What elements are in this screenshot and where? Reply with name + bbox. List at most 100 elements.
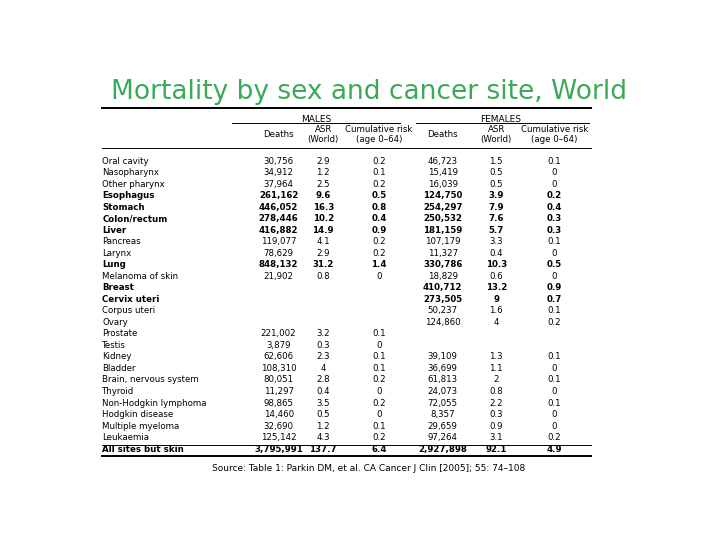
Text: Corpus uteri: Corpus uteri <box>102 306 156 315</box>
Text: 29,659: 29,659 <box>428 422 458 430</box>
Text: 0.1: 0.1 <box>372 364 386 373</box>
Text: 0.1: 0.1 <box>547 399 561 408</box>
Text: 0: 0 <box>377 341 382 350</box>
Text: 108,310: 108,310 <box>261 364 297 373</box>
Text: 39,109: 39,109 <box>428 353 458 361</box>
Text: Liver: Liver <box>102 226 127 235</box>
Text: 2.5: 2.5 <box>316 180 330 189</box>
Text: 221,002: 221,002 <box>261 329 297 339</box>
Text: 0.1: 0.1 <box>372 353 386 361</box>
Text: 0.8: 0.8 <box>372 202 387 212</box>
Text: 3,879: 3,879 <box>266 341 291 350</box>
Text: 50,237: 50,237 <box>428 306 458 315</box>
Text: 119,077: 119,077 <box>261 237 297 246</box>
Text: 34,912: 34,912 <box>264 168 294 177</box>
Text: 4: 4 <box>320 364 326 373</box>
Text: 0.1: 0.1 <box>547 375 561 384</box>
Text: 4.9: 4.9 <box>546 444 562 454</box>
Text: 14,460: 14,460 <box>264 410 294 419</box>
Text: Other pharynx: Other pharynx <box>102 180 165 189</box>
Text: 1.6: 1.6 <box>490 306 503 315</box>
Text: 0: 0 <box>552 180 557 189</box>
Text: Multiple myeloma: Multiple myeloma <box>102 422 179 430</box>
Text: 61,813: 61,813 <box>428 375 458 384</box>
Text: Lung: Lung <box>102 260 126 269</box>
Text: 11,327: 11,327 <box>428 249 458 258</box>
Text: 410,712: 410,712 <box>423 284 462 292</box>
Text: 46,723: 46,723 <box>428 157 458 166</box>
Text: Cervix uteri: Cervix uteri <box>102 295 160 304</box>
Text: 0.3: 0.3 <box>490 410 503 419</box>
Text: 0.5: 0.5 <box>316 410 330 419</box>
Text: 261,162: 261,162 <box>259 191 298 200</box>
Text: Thyroid: Thyroid <box>102 387 135 396</box>
Text: 6.4: 6.4 <box>372 444 387 454</box>
Text: 254,297: 254,297 <box>423 202 462 212</box>
Text: Kidney: Kidney <box>102 353 132 361</box>
Text: 18,829: 18,829 <box>428 272 458 281</box>
Text: 0: 0 <box>377 387 382 396</box>
Text: 0.9: 0.9 <box>372 226 387 235</box>
Text: 31.2: 31.2 <box>312 260 334 269</box>
Text: 0.9: 0.9 <box>546 284 562 292</box>
Text: 0: 0 <box>552 168 557 177</box>
Text: 0: 0 <box>377 272 382 281</box>
Text: 1.3: 1.3 <box>490 353 503 361</box>
Text: 0.2: 0.2 <box>547 318 561 327</box>
Text: 5.7: 5.7 <box>489 226 504 235</box>
Text: 37,964: 37,964 <box>264 180 294 189</box>
Text: 7.9: 7.9 <box>488 202 504 212</box>
Text: 0.5: 0.5 <box>490 180 503 189</box>
Text: FEMALES: FEMALES <box>480 115 521 124</box>
Text: 21,902: 21,902 <box>264 272 294 281</box>
Text: 32,690: 32,690 <box>264 422 294 430</box>
Text: 1.1: 1.1 <box>490 364 503 373</box>
Text: Oral cavity: Oral cavity <box>102 157 149 166</box>
Text: 97,264: 97,264 <box>428 433 458 442</box>
Text: 0: 0 <box>377 410 382 419</box>
Text: 0.2: 0.2 <box>546 191 562 200</box>
Text: 0.6: 0.6 <box>490 272 503 281</box>
Text: 273,505: 273,505 <box>423 295 462 304</box>
Text: 80,051: 80,051 <box>264 375 294 384</box>
Text: Cumulative risk
(age 0–64): Cumulative risk (age 0–64) <box>521 125 588 144</box>
Text: 2,927,898: 2,927,898 <box>418 444 467 454</box>
Text: Colon/rectum: Colon/rectum <box>102 214 168 223</box>
Text: 0.1: 0.1 <box>547 157 561 166</box>
Text: 3.2: 3.2 <box>316 329 330 339</box>
Text: 0.8: 0.8 <box>316 272 330 281</box>
Text: Bladder: Bladder <box>102 364 136 373</box>
Text: 0.9: 0.9 <box>490 422 503 430</box>
Text: 2.2: 2.2 <box>490 399 503 408</box>
Text: 0.1: 0.1 <box>372 168 386 177</box>
Text: Brain, nervous system: Brain, nervous system <box>102 375 199 384</box>
Text: 0: 0 <box>552 387 557 396</box>
Text: 0: 0 <box>552 364 557 373</box>
Text: MALES: MALES <box>301 115 331 124</box>
Text: 0.8: 0.8 <box>490 387 503 396</box>
Text: 2.3: 2.3 <box>316 353 330 361</box>
Text: 3.5: 3.5 <box>316 399 330 408</box>
Text: 1.2: 1.2 <box>316 422 330 430</box>
Text: 0.1: 0.1 <box>372 422 386 430</box>
Text: Cumulative risk
(age 0–64): Cumulative risk (age 0–64) <box>346 125 413 144</box>
Text: 0.4: 0.4 <box>372 214 387 223</box>
Text: 10.3: 10.3 <box>485 260 507 269</box>
Text: 92.1: 92.1 <box>485 444 507 454</box>
Text: All sites but skin: All sites but skin <box>102 444 184 454</box>
Text: 107,179: 107,179 <box>425 237 460 246</box>
Text: 125,142: 125,142 <box>261 433 297 442</box>
Text: 0.7: 0.7 <box>546 295 562 304</box>
Text: 0.2: 0.2 <box>372 375 386 384</box>
Text: 3.1: 3.1 <box>490 433 503 442</box>
Text: 13.2: 13.2 <box>485 284 507 292</box>
Text: 137.7: 137.7 <box>310 444 337 454</box>
Text: 4.3: 4.3 <box>316 433 330 442</box>
Text: 0.1: 0.1 <box>547 237 561 246</box>
Text: 9.6: 9.6 <box>315 191 331 200</box>
Text: 848,132: 848,132 <box>259 260 298 269</box>
Text: 0.3: 0.3 <box>546 214 562 223</box>
Text: 16,039: 16,039 <box>428 180 458 189</box>
Text: 1.5: 1.5 <box>490 157 503 166</box>
Text: Melanoma of skin: Melanoma of skin <box>102 272 179 281</box>
